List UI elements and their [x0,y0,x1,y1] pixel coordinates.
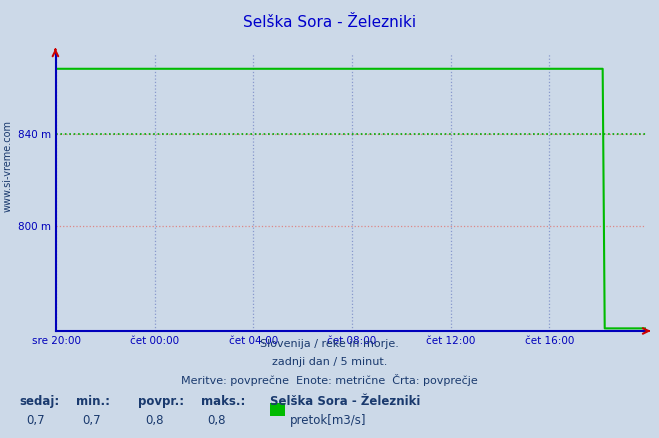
Text: 0,8: 0,8 [145,414,163,427]
Text: min.:: min.: [76,395,110,408]
Text: zadnji dan / 5 minut.: zadnji dan / 5 minut. [272,357,387,367]
Text: pretok[m3/s]: pretok[m3/s] [290,414,366,427]
Text: Slovenija / reke in morje.: Slovenija / reke in morje. [260,339,399,350]
Text: povpr.:: povpr.: [138,395,185,408]
Text: Selška Sora - Železniki: Selška Sora - Železniki [243,15,416,30]
Text: maks.:: maks.: [201,395,245,408]
Text: 0,8: 0,8 [208,414,226,427]
Text: Meritve: povprečne  Enote: metrične  Črta: povprečje: Meritve: povprečne Enote: metrične Črta:… [181,374,478,386]
Text: 0,7: 0,7 [82,414,101,427]
Text: www.si-vreme.com: www.si-vreme.com [3,120,13,212]
Text: Selška Sora - Železniki: Selška Sora - Železniki [270,395,420,408]
Text: sedaj:: sedaj: [20,395,60,408]
Text: 0,7: 0,7 [26,414,45,427]
